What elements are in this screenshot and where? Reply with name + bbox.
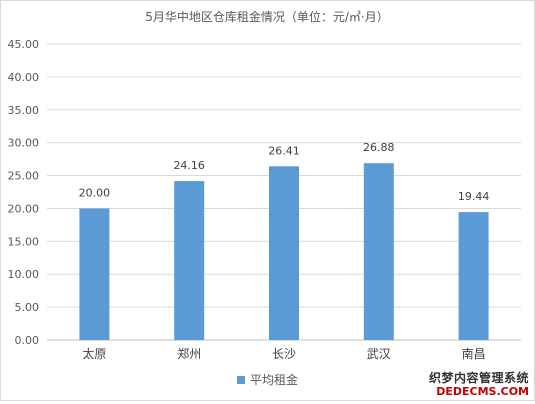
data-label: 20.00 bbox=[79, 186, 111, 199]
y-tick-label: 0.00 bbox=[15, 334, 40, 347]
y-tick-label: 10.00 bbox=[8, 268, 40, 281]
data-label: 24.16 bbox=[173, 159, 205, 172]
x-tick-label: 南昌 bbox=[462, 346, 486, 361]
legend: 平均租金 bbox=[237, 372, 298, 387]
y-tick-label: 35.00 bbox=[8, 104, 40, 117]
y-tick-label: 20.00 bbox=[8, 202, 40, 215]
chart-title: 5月华中地区仓库租金情况（单位：元/㎡·月） bbox=[145, 9, 389, 24]
x-tick-label: 郑州 bbox=[177, 346, 201, 361]
y-tick-label: 40.00 bbox=[8, 71, 40, 84]
x-axis-ticks: 太原 郑州 长沙 武汉 南昌 bbox=[82, 346, 485, 361]
bar bbox=[459, 212, 489, 340]
x-tick-label: 武汉 bbox=[367, 347, 391, 361]
watermark: 织梦内容管理系统 DEDECMS.COM bbox=[429, 371, 529, 399]
x-tick-label: 长沙 bbox=[272, 347, 296, 361]
data-label: 19.44 bbox=[458, 190, 490, 203]
x-tick-label: 太原 bbox=[82, 346, 106, 361]
data-label: 26.88 bbox=[363, 141, 395, 154]
legend-swatch bbox=[237, 376, 245, 384]
bars bbox=[79, 163, 488, 340]
legend-label: 平均租金 bbox=[250, 372, 298, 387]
bar bbox=[269, 166, 299, 340]
bar bbox=[79, 208, 109, 340]
data-label: 26.41 bbox=[268, 144, 300, 157]
watermark-url: DEDECMS.COM bbox=[429, 385, 529, 399]
y-tick-label: 15.00 bbox=[8, 235, 40, 248]
watermark-text: 织梦内容管理系统 bbox=[429, 371, 529, 385]
bar bbox=[174, 181, 204, 340]
y-tick-label: 5.00 bbox=[15, 301, 40, 314]
y-tick-label: 45.00 bbox=[8, 38, 40, 51]
y-tick-label: 30.00 bbox=[8, 137, 40, 150]
y-axis-ticks: 0.00 5.00 10.00 15.00 20.00 25.00 30.00 35.00 40… bbox=[8, 38, 40, 347]
bar bbox=[364, 163, 394, 340]
y-tick-label: 25.00 bbox=[8, 170, 40, 183]
